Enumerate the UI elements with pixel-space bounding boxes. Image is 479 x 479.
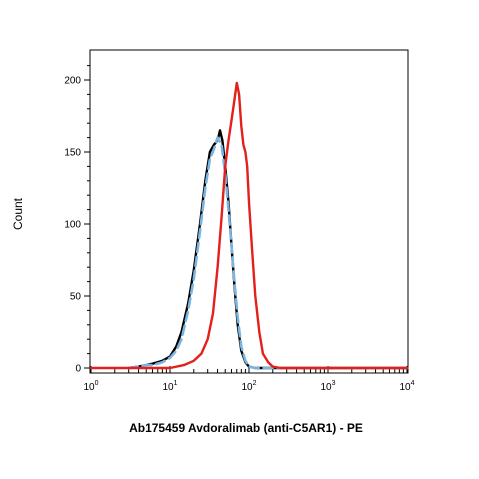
x-tick-label: 103 — [320, 380, 335, 393]
x-tick-label: 101 — [162, 380, 177, 393]
series-line-2 — [127, 136, 409, 370]
series-layer — [89, 81, 409, 370]
x-axis-title: Ab175459 Avdoralimab (anti-C5AR1) - PE — [129, 421, 363, 435]
y-tick-label: 150 — [64, 148, 81, 159]
series-line-1 — [127, 129, 409, 370]
y-axis-ticks: 0 50 100 150 200 — [64, 65, 90, 375]
y-tick-label: 100 — [64, 220, 81, 231]
x-tick-label: 102 — [241, 380, 256, 393]
x-tick-label: 100 — [83, 380, 98, 393]
y-tick-label: 200 — [64, 76, 81, 87]
x-axis-ticks: 100 101 102 103 104 — [83, 366, 415, 393]
series-line-3 — [89, 81, 409, 370]
y-axis-title: Count — [11, 197, 25, 230]
y-tick-label: 0 — [75, 364, 81, 375]
y-tick-label: 50 — [70, 292, 82, 303]
x-tick-label: 104 — [399, 380, 414, 393]
